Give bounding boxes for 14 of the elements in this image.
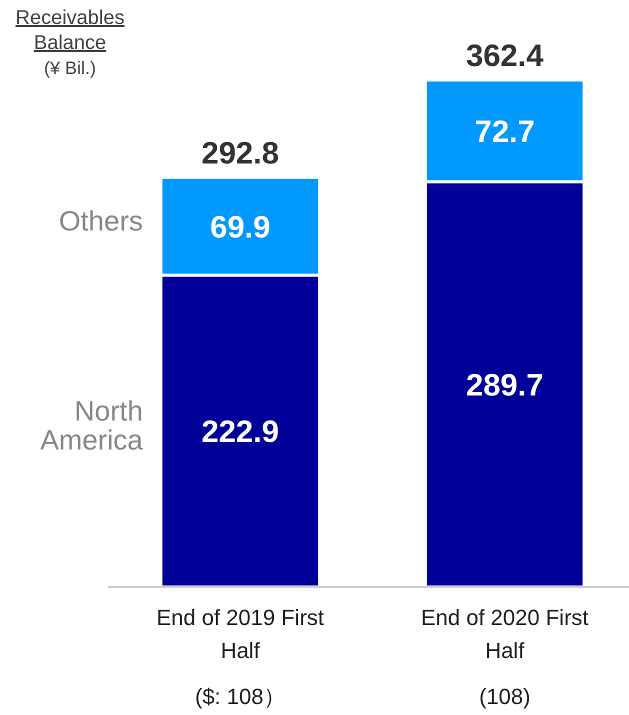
data-label: 222.9 [201,414,280,450]
data-label: 69.9 [210,209,270,244]
data-label: 72.7 [474,114,535,149]
x-tick-label: End of 2020 First Half [420,605,589,663]
data-label: 289.7 [466,367,544,402]
series-label: North America [40,396,144,456]
total-label: 362.4 [466,38,544,73]
chart-title: Receivables Balance [16,7,124,54]
x-tick-label: End of 2019 First Half [156,605,324,663]
total-label: 292.8 [201,135,280,170]
chart-subtitle: (¥ Bil.) [44,58,96,78]
series-label: Others [58,205,143,236]
text: (108) [479,684,530,709]
text: ($: 108） [195,684,286,709]
